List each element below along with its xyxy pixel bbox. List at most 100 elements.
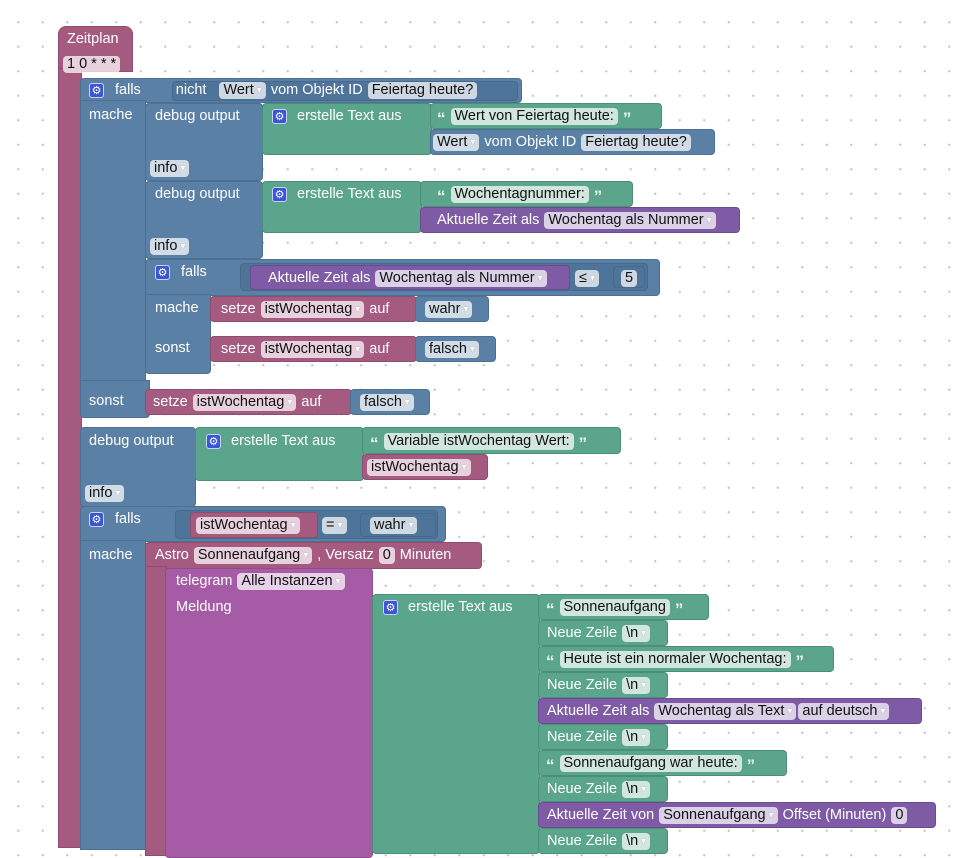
astro-event-dropdown[interactable]: Sonnenaufgang ▾ [659, 806, 778, 824]
debug-output-label: debug output [155, 108, 240, 124]
text-field[interactable]: Wert von Feiertag heute: [450, 107, 618, 125]
gear-icon[interactable]: ⚙ [383, 599, 398, 615]
astro-time-label: Aktuelle Zeit von [547, 807, 655, 823]
debug-output-block-2[interactable] [145, 181, 263, 259]
number-field[interactable]: 5 [621, 269, 638, 287]
offset-field[interactable]: 0 [891, 806, 908, 824]
boolean-dropdown[interactable]: falsch ▾ [360, 393, 414, 411]
newline-dropdown[interactable]: \n ▾ [622, 780, 651, 798]
if-block-holiday-body [80, 100, 146, 418]
newline-dropdown[interactable]: \n ▾ [622, 832, 651, 850]
chevron-down-icon: ▾ [463, 303, 469, 315]
astro-label: Astro [155, 547, 189, 563]
chevron-down-icon: ▾ [408, 519, 414, 531]
newline-dropdown[interactable]: \n ▾ [622, 624, 651, 642]
chevron-down-icon: ▾ [641, 731, 647, 743]
set-label: setze [153, 394, 188, 410]
chevron-down-icon: ▾ [470, 136, 476, 148]
chevron-down-icon: ▾ [461, 461, 467, 473]
time-format-dropdown[interactable]: Wochentag als Text ▾ [654, 702, 797, 720]
text-field[interactable]: Sonnenaufgang war heute: [559, 754, 742, 772]
gear-icon[interactable]: ⚙ [155, 264, 170, 280]
quote-close-icon: ” [674, 599, 684, 619]
set-label: setze [221, 301, 256, 317]
text-field[interactable]: Variable istWochentag Wert: [383, 432, 574, 450]
operator-dropdown[interactable]: = ▾ [322, 516, 347, 534]
create-text-block-1[interactable] [262, 103, 432, 155]
do-label: mache [89, 547, 133, 563]
gear-icon[interactable]: ⚙ [89, 82, 104, 98]
quote-open-icon: “ [546, 651, 555, 671]
message-label: Meldung [176, 599, 232, 615]
telegram-block[interactable] [165, 568, 373, 858]
language-dropdown[interactable]: auf deutsch ▾ [798, 702, 890, 720]
if-block-is-weekday-body [80, 540, 146, 850]
create-text-label: erstelle Text aus [297, 108, 402, 124]
chevron-down-icon: ▾ [880, 705, 886, 717]
newline-dropdown[interactable]: \n ▾ [622, 676, 651, 694]
object-id-field[interactable]: Feiertag heute? [367, 81, 478, 99]
value-dropdown[interactable]: Wert ▾ [433, 133, 480, 151]
create-text-block-2[interactable] [262, 181, 422, 233]
variable-dropdown[interactable]: istWochentag ▾ [367, 458, 471, 476]
to-label: auf [301, 394, 322, 410]
text-field[interactable]: Heute ist ein normaler Wochentag: [559, 650, 791, 668]
current-time-label: Aktuelle Zeit als [268, 270, 371, 286]
chevron-down-icon: ▾ [290, 519, 296, 531]
if-label: falls [115, 511, 141, 527]
value-dropdown[interactable]: Wert ▾ [219, 81, 266, 99]
log-level-dropdown[interactable]: info ▾ [150, 237, 190, 255]
chevron-down-icon: ▾ [469, 343, 475, 355]
newline-label: Neue Zeile [547, 781, 618, 797]
gear-icon[interactable]: ⚙ [89, 511, 104, 527]
time-format-dropdown[interactable]: Wochentag als Nummer ▾ [544, 211, 716, 229]
operator-dropdown[interactable]: ≤ ▾ [575, 269, 599, 287]
not-label: nicht [175, 82, 207, 98]
debug-output-label: debug output [155, 186, 240, 202]
object-id-field[interactable]: Feiertag heute? [581, 133, 691, 151]
chevron-down-icon: ▾ [287, 396, 293, 408]
variable-dropdown[interactable]: istWochentag ▾ [260, 340, 365, 358]
quote-close-icon: ” [622, 108, 632, 128]
log-level-dropdown[interactable]: info ▾ [150, 159, 190, 177]
create-text-block-3[interactable] [195, 427, 364, 481]
log-level-dropdown[interactable]: info ▾ [85, 484, 125, 502]
telegram-label: telegram [176, 573, 233, 589]
newline-label: Neue Zeile [547, 625, 618, 641]
offset-field[interactable]: 0 [378, 546, 395, 564]
offset-label: Offset (Minuten) [782, 807, 887, 823]
chevron-down-icon: ▾ [537, 272, 543, 284]
quote-open-icon: “ [370, 433, 379, 453]
newline-dropdown[interactable]: \n ▾ [622, 728, 651, 746]
newline-label: Neue Zeile [547, 729, 618, 745]
astro-event-dropdown[interactable]: Sonnenaufgang ▾ [193, 546, 313, 564]
boolean-dropdown[interactable]: wahr ▾ [425, 300, 473, 318]
cron-field[interactable]: 1 0 * * * [63, 55, 121, 73]
variable-dropdown[interactable]: istWochentag ▾ [196, 516, 300, 534]
create-text-block-4[interactable] [372, 594, 540, 854]
variable-dropdown[interactable]: istWochentag ▾ [192, 393, 297, 411]
quote-open-icon: “ [546, 755, 555, 775]
gear-icon[interactable]: ⚙ [272, 108, 287, 124]
gear-icon[interactable]: ⚙ [272, 186, 287, 202]
instance-dropdown[interactable]: Alle Instanzen ▾ [237, 572, 345, 590]
chevron-down-icon: ▾ [641, 835, 647, 847]
time-format-dropdown[interactable]: Wochentag als Nummer ▾ [375, 269, 547, 287]
set-label: setze [221, 341, 256, 357]
boolean-dropdown[interactable]: wahr ▾ [370, 516, 418, 534]
quote-open-icon: “ [437, 108, 446, 128]
text-field[interactable]: Sonnenaufgang [559, 598, 670, 616]
else-label: sonst [89, 393, 124, 409]
schedule-header: Zeitplan [67, 29, 119, 49]
chevron-down-icon: ▾ [180, 240, 186, 252]
of-object-label: vom Objekt ID [484, 134, 577, 150]
chevron-down-icon: ▾ [335, 575, 341, 587]
quote-open-icon: “ [437, 186, 446, 206]
text-field[interactable]: Wochentagnummer: [450, 185, 589, 203]
do-label: mache [89, 107, 133, 123]
boolean-dropdown[interactable]: falsch ▾ [425, 340, 479, 358]
variable-dropdown[interactable]: istWochentag ▾ [260, 300, 365, 318]
if-label: falls [181, 264, 207, 280]
newline-label: Neue Zeile [547, 677, 618, 693]
gear-icon[interactable]: ⚙ [206, 433, 221, 449]
